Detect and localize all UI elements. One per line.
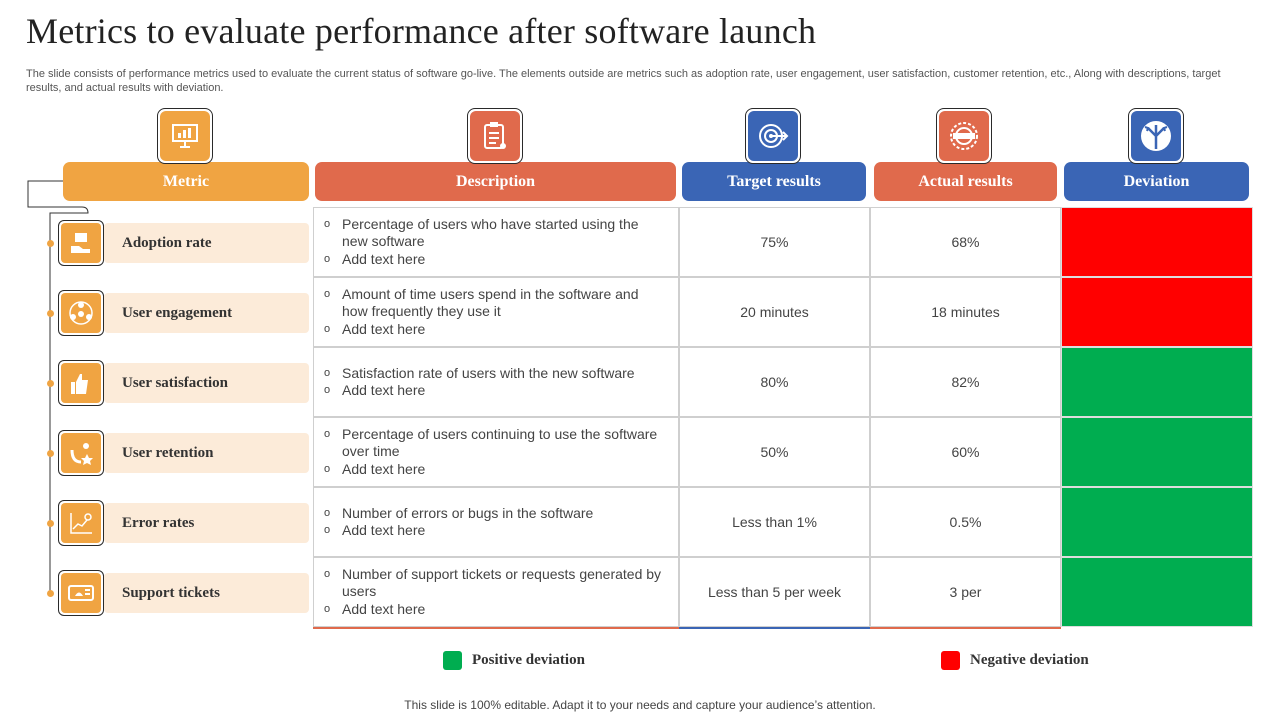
deviation-positive-cell xyxy=(1061,347,1253,417)
description-bullet: Add text here xyxy=(324,382,662,400)
metrics-table: Percentage of users who have started usi… xyxy=(313,207,1253,629)
header-description: Description xyxy=(315,162,676,201)
actual-cell: 3 per xyxy=(870,557,1061,627)
legend-positive: Positive deviation xyxy=(443,651,585,670)
table-bottom-rule xyxy=(870,627,1061,629)
deviation-positive-cell xyxy=(1061,557,1253,627)
hand-box-icon xyxy=(58,220,104,266)
actual-cell: 18 minutes xyxy=(870,277,1061,347)
description-bullet: Add text here xyxy=(324,461,662,479)
fork-arrows-icon xyxy=(1128,108,1184,164)
description-bullet: Add text here xyxy=(324,601,662,619)
legend-negative: Negative deviation xyxy=(941,651,1089,670)
metric-label: Support tickets xyxy=(104,573,309,613)
description-bullet: Percentage of users who have started usi… xyxy=(324,216,662,251)
actual-cell: 68% xyxy=(870,207,1061,277)
deviation-positive-cell xyxy=(1061,417,1253,487)
thumbs-up-group-icon xyxy=(58,360,104,406)
deviation-negative-cell xyxy=(1061,277,1253,347)
metric-label: Error rates xyxy=(104,503,309,543)
connector-dot xyxy=(47,450,54,457)
legend-negative-label: Negative deviation xyxy=(970,652,1089,668)
legend-positive-label: Positive deviation xyxy=(472,652,585,668)
target-cell: 50% xyxy=(679,417,870,487)
header-metric: Metric xyxy=(63,162,309,201)
actual-cell: 82% xyxy=(870,347,1061,417)
description-bullet: Amount of time users spend in the softwa… xyxy=(324,286,662,321)
deviation-positive-cell xyxy=(1061,487,1253,557)
deviation-negative-cell xyxy=(1061,207,1253,277)
target-cell: Less than 1% xyxy=(679,487,870,557)
connector-lines xyxy=(27,180,89,596)
people-network-icon xyxy=(58,290,104,336)
description-cell: Satisfaction rate of users with the new … xyxy=(313,347,679,417)
ticket-icon xyxy=(58,570,104,616)
negative-swatch xyxy=(941,651,960,670)
connector-dot xyxy=(47,240,54,247)
page-title: Metrics to evaluate performance after so… xyxy=(26,11,817,51)
description-bullet: Satisfaction rate of users with the new … xyxy=(324,365,662,383)
metric-label: User satisfaction xyxy=(104,363,309,403)
header-deviation: Deviation xyxy=(1064,162,1249,201)
metric-label: Adoption rate xyxy=(104,223,309,263)
header-actual: Actual results xyxy=(874,162,1057,201)
actual-cell: 60% xyxy=(870,417,1061,487)
actual-cell: 0.5% xyxy=(870,487,1061,557)
magnet-star-icon xyxy=(58,430,104,476)
connector-dot xyxy=(47,310,54,317)
description-cell: Number of errors or bugs in the software… xyxy=(313,487,679,557)
target-cell: 20 minutes xyxy=(679,277,870,347)
description-bullet: Add text here xyxy=(324,321,662,339)
metric-label: User engagement xyxy=(104,293,309,333)
description-cell: Number of support tickets or requests ge… xyxy=(313,557,679,627)
line-graph-icon xyxy=(58,500,104,546)
description-bullet: Number of support tickets or requests ge… xyxy=(324,566,662,601)
positive-swatch xyxy=(443,651,462,670)
target-cell: Less than 5 per week xyxy=(679,557,870,627)
table-bottom-rule xyxy=(313,627,679,629)
target-cell: 75% xyxy=(679,207,870,277)
metric-label: User retention xyxy=(104,433,309,473)
connector-dot xyxy=(47,520,54,527)
description-bullet: Add text here xyxy=(324,251,662,269)
connector-dot xyxy=(47,380,54,387)
description-cell: Percentage of users who have started usi… xyxy=(313,207,679,277)
target-arrow-icon xyxy=(745,108,801,164)
description-bullet: Number of errors or bugs in the software xyxy=(324,505,662,523)
description-bullet: Add text here xyxy=(324,522,662,540)
page-subtitle: The slide consists of performance metric… xyxy=(26,68,1221,94)
connector-dot xyxy=(47,590,54,597)
description-cell: Amount of time users spend in the softwa… xyxy=(313,277,679,347)
description-cell: Percentage of users continuing to use th… xyxy=(313,417,679,487)
header-target: Target results xyxy=(682,162,866,201)
presentation-chart-icon xyxy=(157,108,213,164)
description-bullet: Percentage of users continuing to use th… xyxy=(324,426,662,461)
table-bottom-rule xyxy=(679,627,870,629)
footer-note: This slide is 100% editable. Adapt it to… xyxy=(404,698,876,712)
clipboard-checklist-icon xyxy=(467,108,523,164)
seal-badge-icon xyxy=(936,108,992,164)
target-cell: 80% xyxy=(679,347,870,417)
